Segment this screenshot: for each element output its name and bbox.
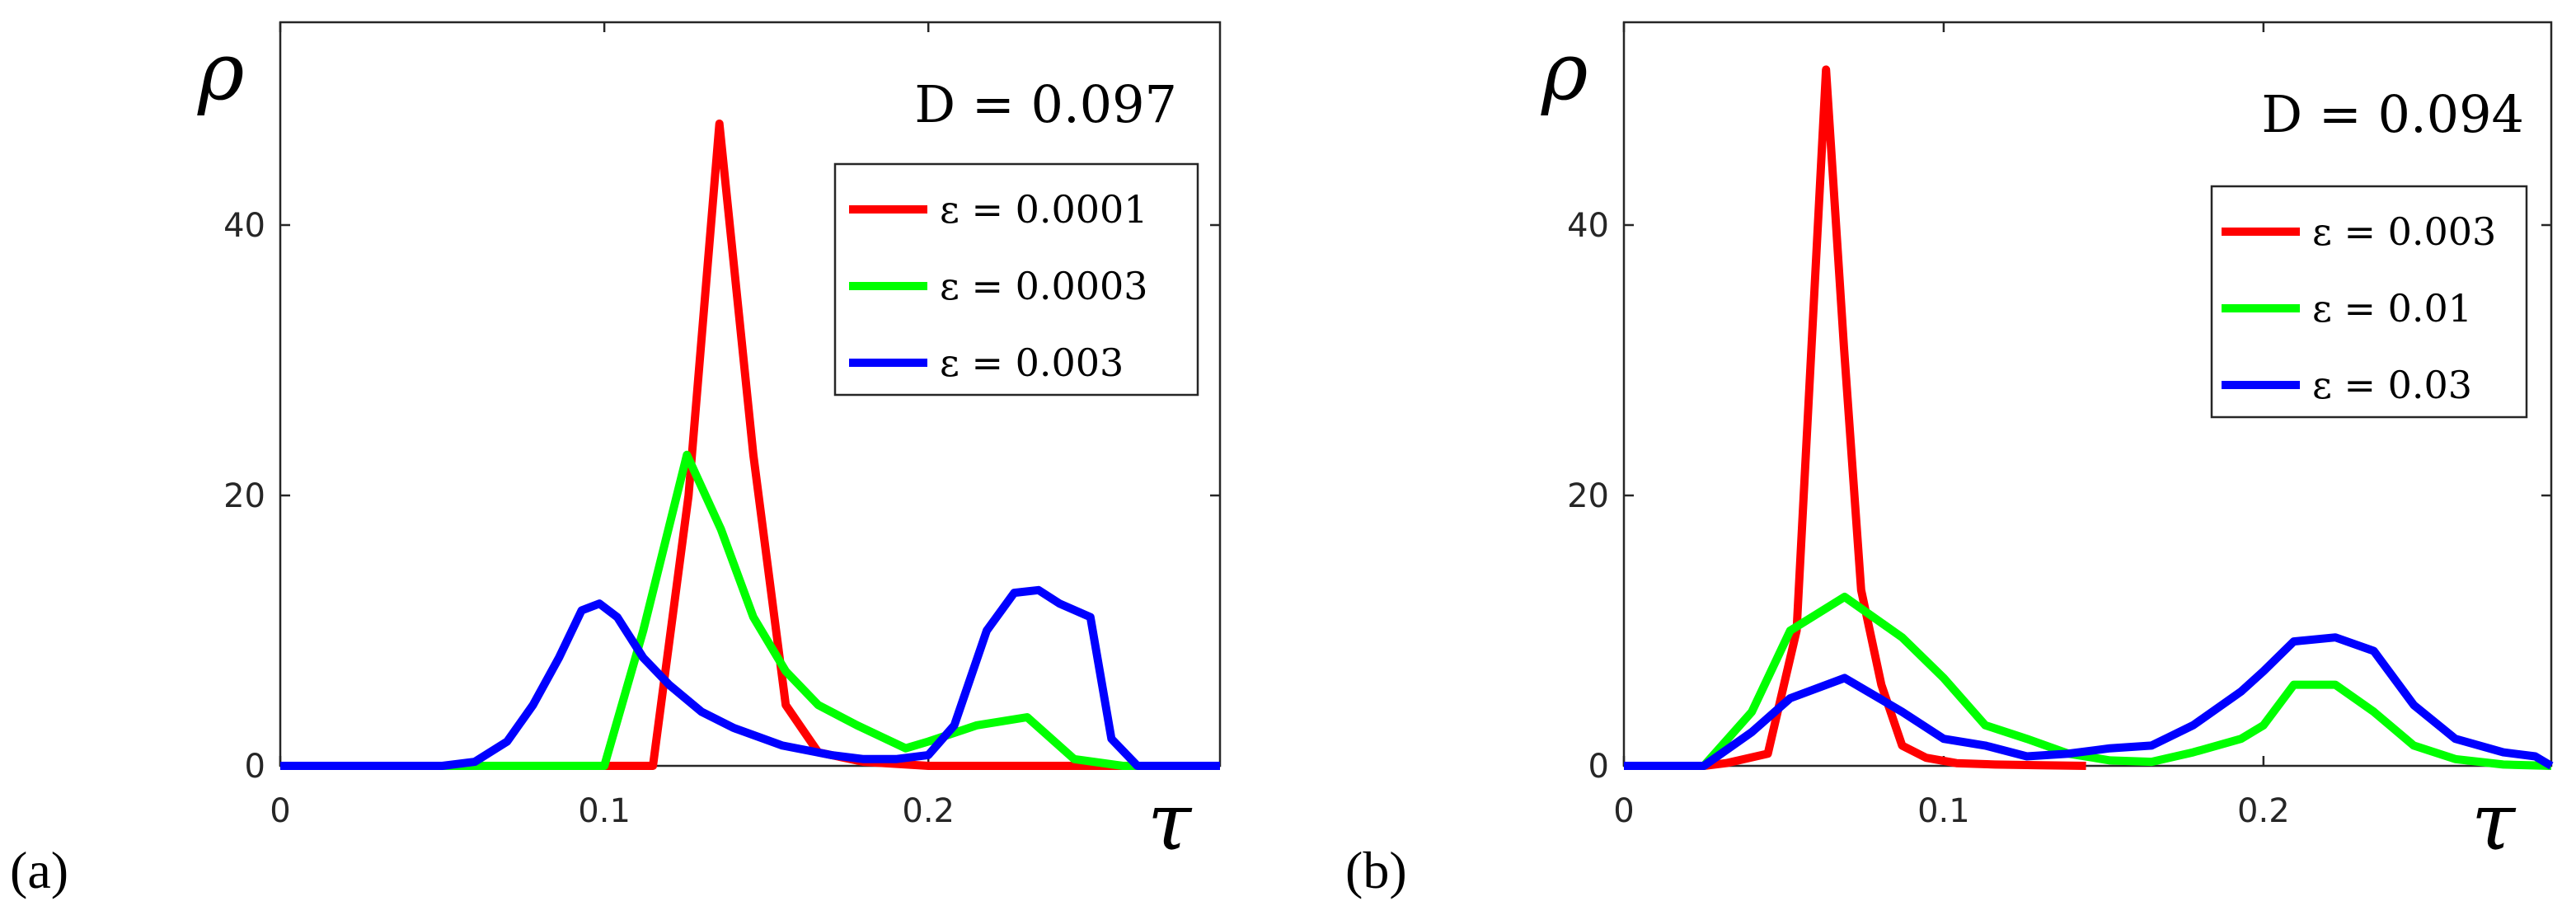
legend-box [2210,185,2528,419]
series-line-2 [1624,593,2552,770]
y-tick-label: 20 [1567,477,1609,515]
x-tick-label: 0 [1613,792,1634,830]
legend-label-2: ε = 0.0003 [940,264,1148,308]
series-line-3 [1624,633,2554,770]
y-tick-label: 40 [223,207,265,245]
x-tick-label: 0.2 [902,792,955,830]
panel-a: 0 0.1 0.2 0 20 40 ρ τ (a) D = 0.097 ε = 0.000… [10,21,1222,899]
x-axis-label: τ [2471,776,2517,868]
y-tick-label: 0 [1588,748,1609,786]
panel-label: (b) [1345,841,1407,899]
legend-box [833,162,1199,397]
plot-frame [279,21,1222,768]
tick-marks: 0 0.1 0.2 0 20 40 [1567,22,2551,830]
legend-label-3: ε = 0.003 [940,340,1124,385]
y-tick-label: 20 [223,477,265,515]
series-layer [1624,65,2554,770]
y-axis-label: ρ [197,26,244,118]
y-axis-label: ρ [1541,26,1588,118]
series-line-2 [280,450,1220,770]
legend-label-1: ε = 0.0001 [940,187,1148,232]
annotation-d-value: D = 0.094 [2261,84,2524,144]
tick-marks: 0 0.1 0.2 0 20 40 [223,22,1220,830]
series-layer [280,120,1220,770]
legend-label-1: ε = 0.003 [2312,209,2496,254]
legend: ε = 0.003 ε = 0.01 ε = 0.03 [2210,185,2528,419]
legend: ε = 0.0001 ε = 0.0003 ε = 0.003 [833,162,1199,397]
panel-label: (a) [10,841,68,899]
y-tick-label: 0 [245,748,265,786]
annotation-d-value: D = 0.097 [914,74,1177,134]
y-tick-label: 40 [1567,207,1609,245]
series-line-1 [1624,65,2086,770]
plot-frame [1622,21,2553,768]
series-line-3 [280,585,1220,770]
legend-label-3: ε = 0.03 [2312,363,2472,407]
x-axis-label: τ [1147,776,1193,868]
x-tick-label: 0 [270,792,290,830]
panel-b: 0 0.1 0.2 0 20 40 ρ τ (b) D = 0.094 ε = 0.003… [1345,21,2554,899]
legend-label-2: ε = 0.01 [2312,286,2472,331]
x-tick-label: 0.2 [2237,792,2290,830]
x-tick-label: 0.1 [1917,792,1970,830]
series-line-1 [280,120,1220,770]
x-tick-label: 0.1 [578,792,631,830]
